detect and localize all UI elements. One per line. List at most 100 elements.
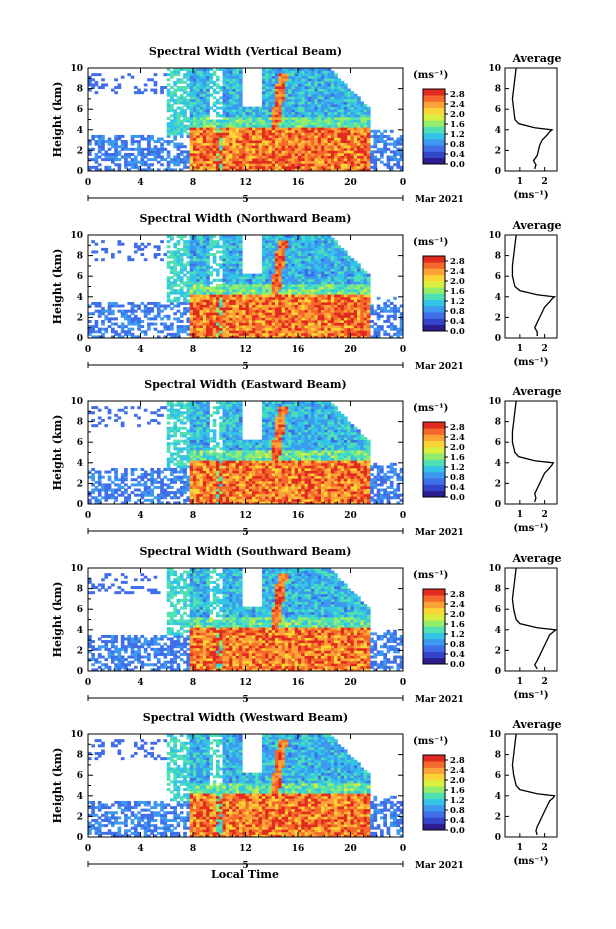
heatmap-cell	[255, 289, 260, 293]
heatmap-cell	[298, 132, 302, 136]
heatmap-cell	[314, 93, 319, 97]
heatmap-cell	[229, 134, 233, 138]
heatmap-cell	[245, 155, 250, 159]
heatmap-cell	[307, 268, 312, 272]
heatmap-cell	[298, 304, 302, 308]
heatmap-cell	[206, 163, 210, 167]
heatmap-cell	[271, 101, 276, 105]
heatmap-cell	[343, 283, 348, 287]
heatmap-cell	[176, 163, 181, 167]
heatmap-cell	[186, 124, 191, 128]
heatmap-cell	[143, 137, 148, 141]
heatmap-cell	[202, 240, 207, 244]
heatmap-cell	[235, 263, 240, 267]
heatmap-cell	[334, 116, 338, 120]
heatmap-cell	[337, 142, 342, 146]
heatmap-cell	[202, 104, 207, 108]
heatmap-cell	[298, 165, 302, 169]
heatmap-cell	[219, 332, 223, 336]
heatmap-cell	[307, 312, 312, 316]
heatmap-cell	[225, 122, 230, 126]
heatmap-cell	[186, 255, 191, 259]
heatmap-cell	[199, 80, 204, 84]
heatmap-cell	[334, 163, 338, 167]
heatmap-cell	[389, 155, 394, 159]
heatmap-cell	[317, 319, 322, 323]
heatmap-cell	[268, 75, 273, 79]
heatmap-cell	[298, 163, 302, 167]
heatmap-cell	[347, 322, 351, 326]
heatmap-cell	[301, 235, 305, 238]
heatmap-cell	[314, 242, 319, 246]
heatmap-cell	[255, 327, 260, 331]
heatmap-cell	[202, 129, 207, 133]
heatmap-cell	[183, 296, 187, 300]
heatmap-cell	[242, 160, 246, 164]
heatmap-cell	[238, 124, 243, 128]
heatmap-cell	[278, 294, 282, 298]
heatmap-cell	[222, 86, 227, 90]
heatmap-cell	[294, 314, 299, 318]
heatmap-cell	[304, 83, 309, 87]
heatmap-cell	[298, 286, 302, 290]
heatmap-cell	[291, 155, 296, 159]
heatmap-cell	[357, 140, 361, 144]
heatmap-cell	[330, 93, 335, 97]
heatmap-cell	[298, 137, 302, 141]
heatmap-cell	[215, 299, 220, 303]
heatmap-cell	[235, 312, 240, 316]
heatmap-cell	[307, 314, 312, 318]
heatmap-cell	[311, 335, 315, 339]
heatmap-cell	[232, 330, 237, 334]
heatmap-cell	[261, 301, 266, 305]
heatmap-cell	[199, 299, 204, 303]
heatmap-cell	[278, 122, 282, 126]
heatmap-cell	[275, 237, 279, 241]
heatmap-cell	[288, 73, 292, 77]
heatmap-cell	[307, 93, 312, 97]
heatmap-cell	[363, 327, 368, 331]
heatmap-cell	[360, 155, 365, 159]
heatmap-cell	[248, 129, 253, 133]
heatmap-cell	[88, 150, 92, 154]
heatmap-cell	[107, 140, 112, 144]
heatmap-cell	[366, 332, 371, 336]
heatmap-cell	[275, 73, 279, 77]
heatmap-cell	[275, 160, 279, 164]
heatmap-cell	[324, 98, 328, 102]
heatmap-cell	[101, 240, 105, 244]
heatmap-cell	[347, 145, 351, 149]
heatmap-cell	[343, 140, 348, 144]
heatmap-cell	[307, 263, 312, 267]
heatmap-cell	[340, 332, 345, 336]
heatmap-cell	[97, 301, 102, 305]
heatmap-cell	[179, 294, 184, 298]
heatmap-cell	[294, 73, 299, 77]
heatmap-cell	[288, 114, 292, 118]
heatmap-cell	[173, 268, 177, 272]
heatmap-cell	[235, 68, 240, 71]
heatmap-cell	[238, 114, 243, 118]
heatmap-cell	[245, 317, 250, 321]
heatmap-cell	[284, 312, 289, 316]
heatmap-cell	[238, 142, 243, 146]
heatmap-cell	[163, 73, 168, 77]
heatmap-cell	[117, 150, 122, 154]
heatmap-cell	[337, 155, 342, 159]
heatmap-cell	[291, 104, 296, 108]
heatmap-cell	[196, 158, 200, 162]
heatmap-cell	[183, 116, 187, 120]
heatmap-cell	[271, 247, 276, 251]
heatmap-cell	[107, 304, 112, 308]
heatmap-cell	[199, 124, 204, 128]
heatmap-cell	[202, 283, 207, 287]
heatmap-cell	[222, 124, 227, 128]
heatmap-cell	[229, 106, 233, 110]
heatmap-cell	[232, 152, 237, 156]
heatmap-cell	[245, 106, 250, 110]
heatmap-cell	[320, 281, 325, 285]
heatmap-cell	[363, 312, 368, 316]
heatmap-cell	[212, 83, 217, 87]
heatmap-cell	[179, 253, 184, 257]
heatmap-cell	[248, 122, 253, 126]
